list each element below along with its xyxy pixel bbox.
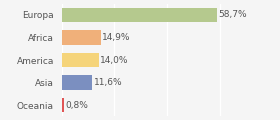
Bar xyxy=(62,75,92,90)
Text: 11,6%: 11,6% xyxy=(94,78,122,87)
Bar xyxy=(62,30,101,45)
Text: 0,8%: 0,8% xyxy=(65,101,88,110)
Bar xyxy=(62,8,216,22)
Bar xyxy=(62,98,64,112)
Text: 14,9%: 14,9% xyxy=(102,33,131,42)
Text: 14,0%: 14,0% xyxy=(100,55,128,65)
Text: 58,7%: 58,7% xyxy=(218,10,246,19)
Bar xyxy=(62,53,99,67)
